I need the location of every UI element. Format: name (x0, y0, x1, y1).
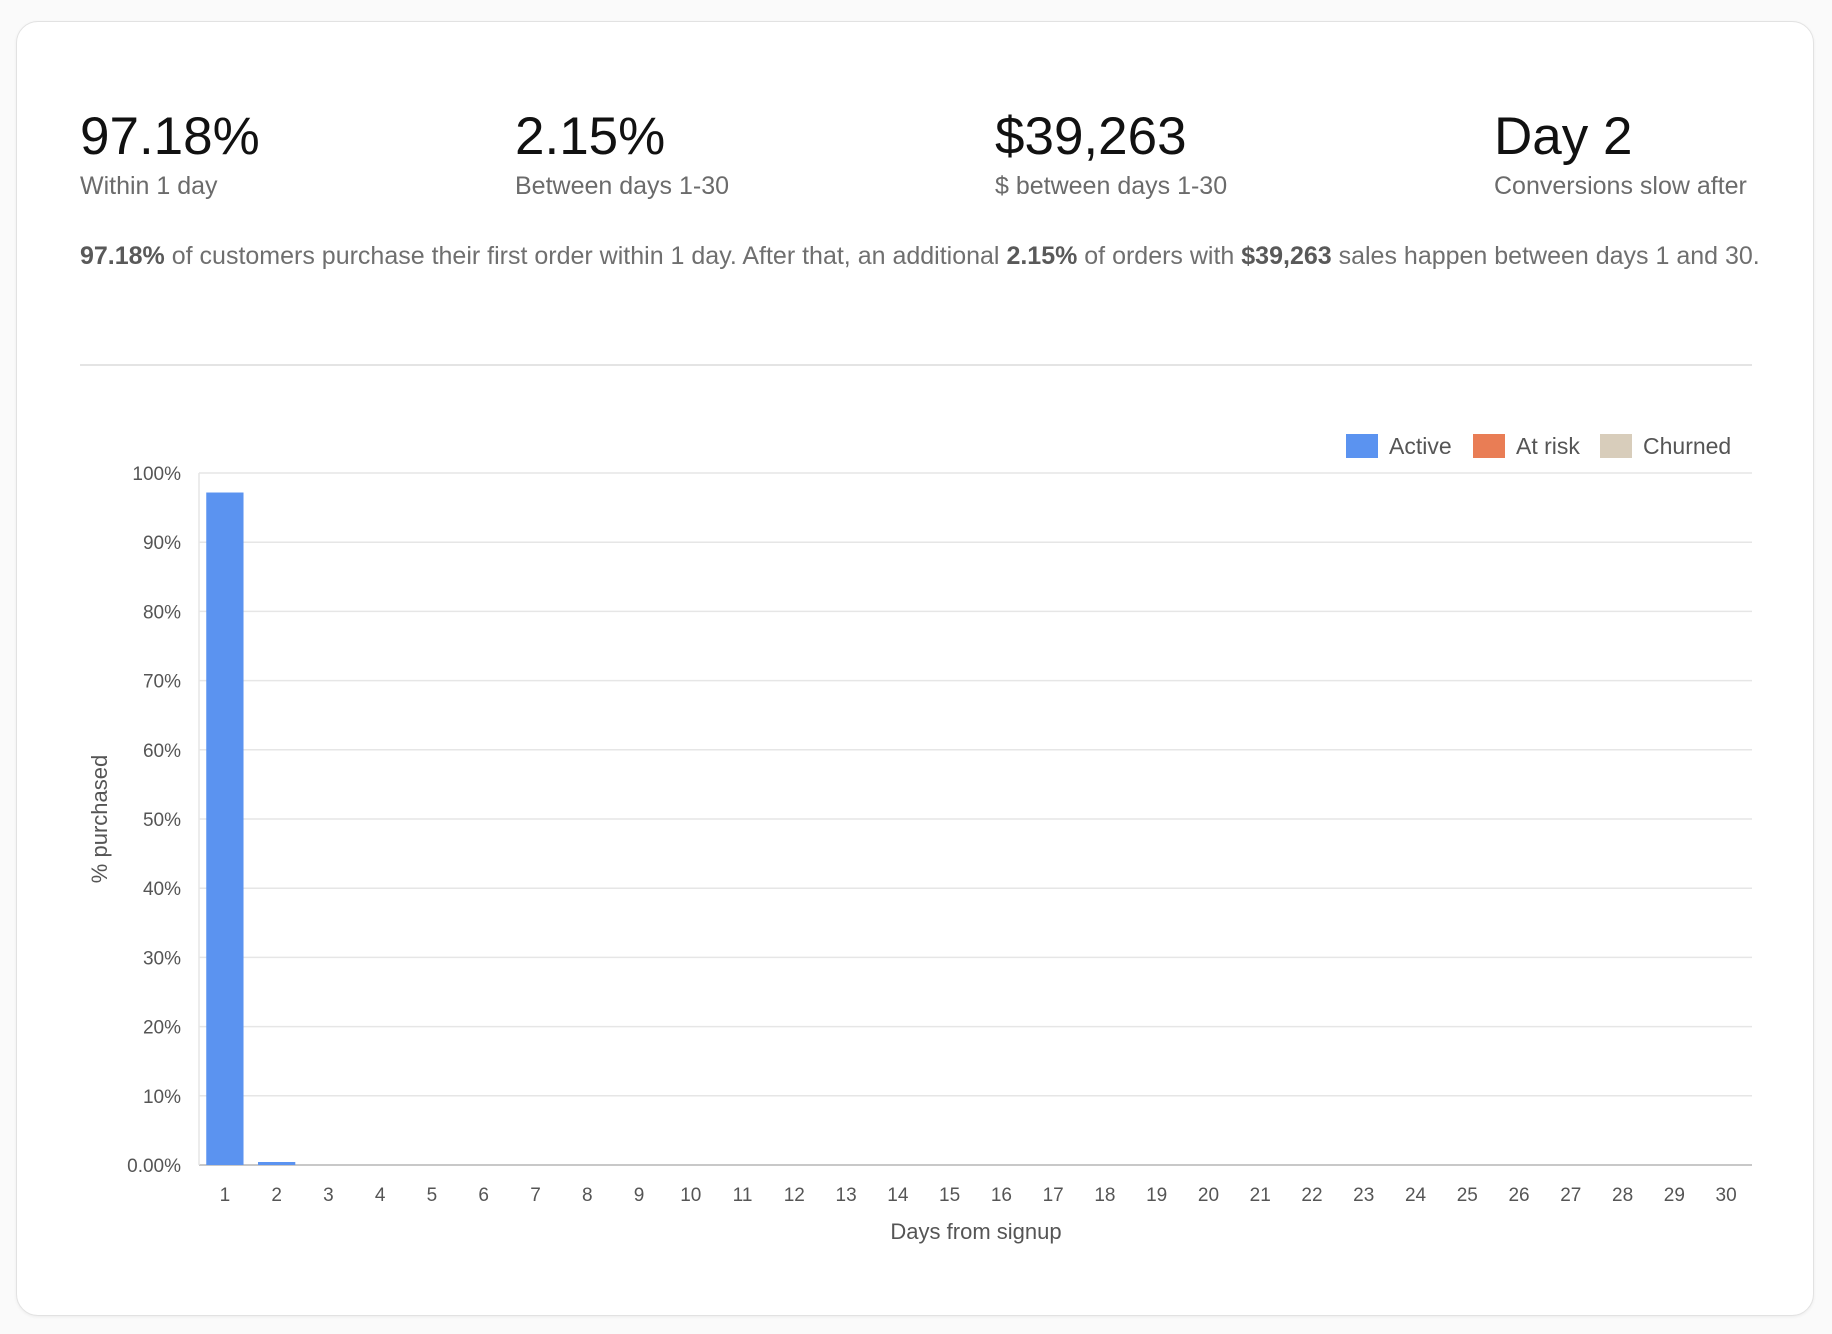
x-tick-label: 8 (582, 1185, 593, 1206)
x-tick-label: 6 (478, 1185, 489, 1206)
x-tick-label: 5 (427, 1185, 438, 1206)
divider (80, 364, 1752, 366)
summary-pct-2: 2.15% (1006, 242, 1078, 270)
y-tick-label: 10% (143, 1087, 181, 1108)
x-tick-label: 21 (1250, 1185, 1271, 1206)
x-tick-label: 26 (1508, 1185, 1529, 1206)
x-tick-label: 27 (1560, 1185, 1581, 1206)
x-tick-label: 29 (1664, 1185, 1685, 1206)
x-tick-label: 7 (530, 1185, 541, 1206)
stat-within-1-day: 97.18% Within 1 day (80, 106, 260, 202)
x-tick-label: 25 (1457, 1185, 1478, 1206)
x-tick-label: 9 (634, 1185, 645, 1206)
stat-value: 2.15% (515, 107, 666, 166)
stat-label: Conversions slow after (1494, 172, 1747, 200)
x-tick-label: 14 (887, 1185, 909, 1206)
x-tick-label: 16 (991, 1185, 1012, 1206)
x-tick-label: 23 (1353, 1185, 1374, 1206)
x-tick-label: 12 (784, 1185, 805, 1206)
report-card: 97.18% Within 1 day 2.15% Between days 1… (16, 21, 1814, 1316)
summary-part-3: sales happen between days 1 and 30. (1331, 242, 1760, 270)
x-tick-label: 19 (1146, 1185, 1167, 1206)
x-tick-label: 10 (680, 1185, 701, 1206)
x-tick-label: 1 (220, 1185, 231, 1206)
stat-dollars: $39,263 $ between days 1-30 (995, 106, 1227, 202)
y-tick-label: 0.00% (127, 1156, 181, 1177)
x-tick-label: 17 (1043, 1185, 1064, 1206)
x-tick-label: 15 (939, 1185, 960, 1206)
stat-label: Between days 1-30 (515, 172, 730, 200)
y-tick-label: 30% (143, 948, 181, 969)
x-tick-label: 13 (836, 1185, 857, 1206)
x-tick-label: 11 (733, 1185, 753, 1206)
x-tick-label: 18 (1094, 1185, 1115, 1206)
legend-label: Active (1389, 433, 1452, 459)
bar (258, 1162, 296, 1165)
x-tick-label: 22 (1301, 1185, 1322, 1206)
y-tick-label: 80% (143, 602, 181, 623)
legend-label: At risk (1516, 433, 1580, 459)
y-tick-label: 40% (143, 879, 181, 900)
summary-amount: $39,263 (1241, 242, 1332, 270)
stat-value: 97.18% (80, 107, 260, 166)
stat-label: Within 1 day (80, 172, 218, 200)
x-tick-label: 2 (271, 1185, 282, 1206)
bar (206, 492, 244, 1165)
y-tick-label: 50% (143, 810, 181, 831)
summary-part-1: of customers purchase their first order … (164, 242, 1007, 270)
y-tick-label: 60% (143, 741, 181, 762)
x-tick-label: 20 (1198, 1185, 1219, 1206)
summary-text: 97.18% of customers purchase their first… (80, 237, 1760, 275)
stat-between-days: 2.15% Between days 1-30 (515, 106, 729, 202)
x-axis-title: Days from signup (890, 1219, 1061, 1244)
stat-value: $39,263 (995, 107, 1187, 166)
summary-pct-1: 97.18% (80, 242, 165, 270)
stat-conversions-slow: Day 2 Conversions slow after (1494, 106, 1747, 202)
stat-value: Day 2 (1494, 107, 1633, 166)
y-axis-title: % purchased (87, 755, 112, 883)
x-tick-label: 30 (1716, 1185, 1737, 1206)
x-tick-label: 24 (1405, 1185, 1427, 1206)
x-tick-label: 4 (375, 1185, 386, 1206)
x-tick-label: 28 (1612, 1185, 1633, 1206)
x-tick-label: 3 (323, 1185, 334, 1206)
legend-label: Churned (1643, 433, 1731, 459)
y-tick-label: 20% (143, 1018, 181, 1039)
legend-swatch (1473, 434, 1505, 458)
stat-label: $ between days 1-30 (995, 172, 1228, 200)
legend-swatch (1600, 434, 1632, 458)
summary-part-2: of orders with (1077, 242, 1242, 270)
y-tick-label: 90% (143, 533, 181, 554)
legend-swatch (1346, 434, 1378, 458)
y-tick-label: 70% (143, 672, 181, 693)
y-tick-label: 100% (132, 464, 181, 485)
